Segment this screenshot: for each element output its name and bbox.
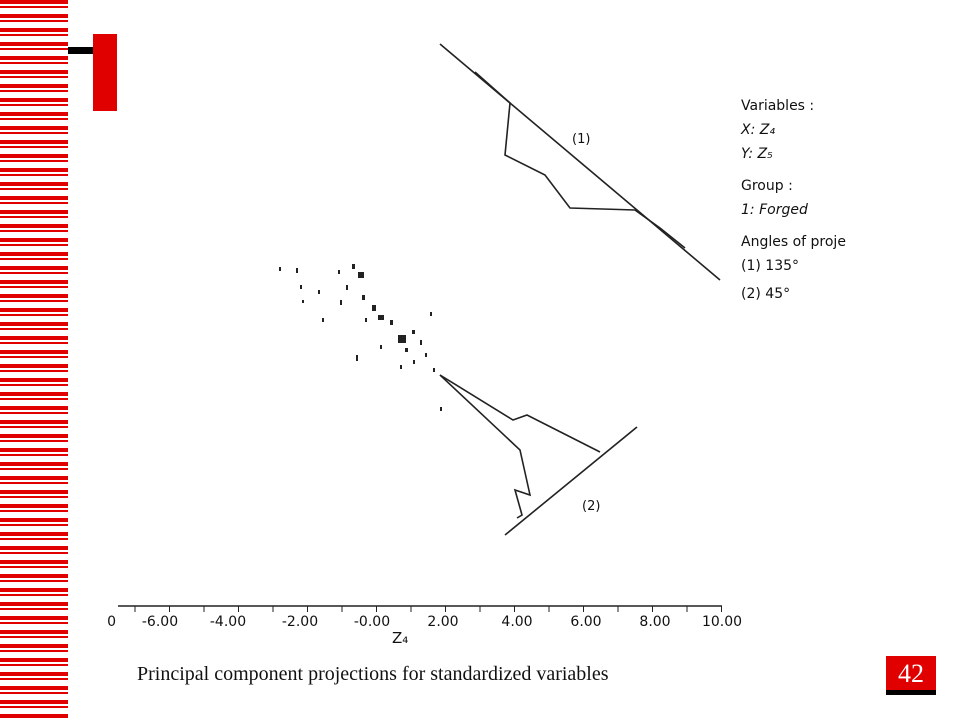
x-tick-label: 6.00	[570, 614, 601, 630]
legend-line: (2) 45°	[741, 286, 790, 302]
x-tick-label: -0.00	[354, 614, 390, 630]
projections	[439, 43, 721, 536]
caption: Principal component projections for stan…	[137, 663, 609, 685]
x-tick-label: 10.00	[702, 614, 742, 630]
scatter-points	[279, 264, 442, 411]
x-tick-label: 4.00	[501, 614, 532, 630]
legend-line: X: Z₄	[740, 122, 775, 138]
x-tick-label: -6.00	[142, 614, 178, 630]
page-number: 42	[898, 659, 924, 688]
x-tick-label: -2.00	[282, 614, 318, 630]
legend-line: (1) 135°	[741, 258, 799, 274]
x-tick-label: 8.00	[639, 614, 670, 630]
legend-line: Variables :	[741, 98, 814, 114]
bar-accent	[68, 47, 117, 54]
page-number-underline	[886, 690, 936, 695]
projection-label: (2)	[582, 499, 600, 514]
x-ticks: 0 -6.00 -4.00 -2.00 -0.00 2.00 4.00 6.00 8.00 10.…	[107, 606, 742, 630]
legend-line: 1: Forged	[741, 202, 808, 218]
page-number-box	[886, 656, 936, 690]
legend-line: Group :	[741, 178, 793, 194]
legend-line: Y: Z₅	[741, 146, 773, 162]
x-tick-label: 0	[107, 614, 116, 630]
x-tick-label: 2.00	[427, 614, 458, 630]
stripe-decoration	[0, 0, 68, 720]
x-axis-label: Z₄	[392, 629, 408, 647]
legend: Variables : X: Z₄ Y: Z₅ Group : 1: Forged Ang…	[740, 98, 846, 302]
red-accent	[93, 34, 117, 111]
x-tick-label: -4.00	[210, 614, 246, 630]
legend-line: Angles of proje	[741, 234, 846, 250]
projection-label: (1)	[572, 132, 590, 147]
